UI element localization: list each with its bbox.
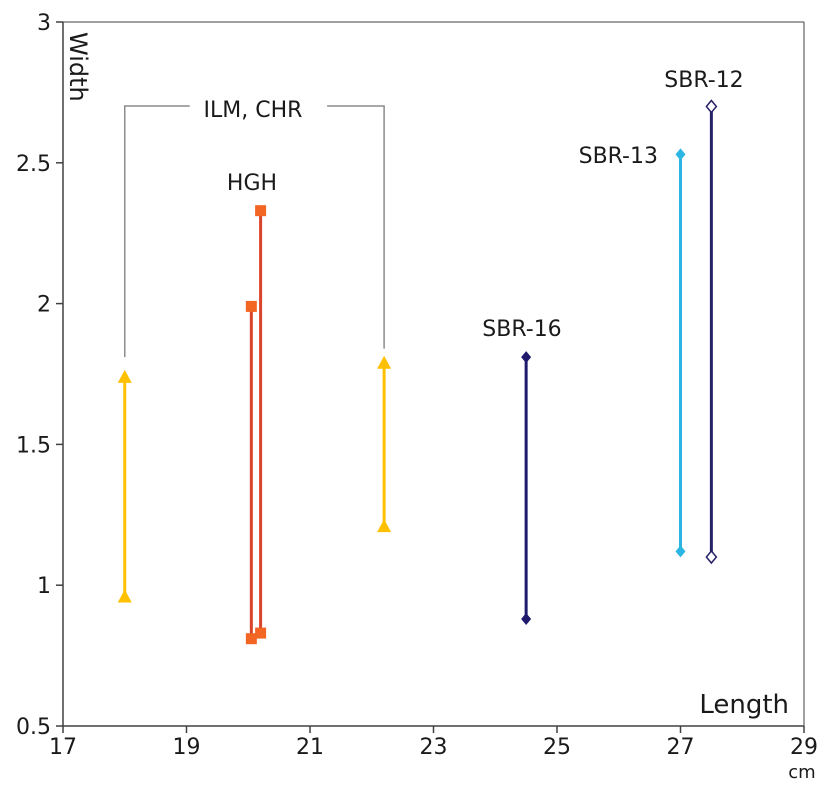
series-layer [117,99,718,645]
sbr-16-point [521,612,532,625]
sbr-13-label: SBR-13 [579,144,658,169]
y-axis-label: Width [64,32,92,102]
sbr-12-point [705,549,718,565]
bracket-layer [124,105,385,358]
x-tick-label: 17 [49,735,77,760]
ilm-chr-point [377,519,392,533]
x-tick-label: 27 [667,735,695,760]
sbr-16-point [521,351,532,364]
x-tick-label: 25 [543,735,571,760]
y-tick-label: 3 [37,11,51,36]
sbr-13-point [675,545,686,558]
ilm-chr-bracket-right [327,105,385,349]
y-tick-label: 1.5 [16,433,51,458]
x-tick-label: 23 [420,735,448,760]
x-axis-label: Length [699,690,789,720]
x-tick-label: 21 [296,735,324,760]
x-tick-label: 29 [790,735,818,760]
labels-layer: Width Length cm ILM, CHR HGH SBR-16 SBR-… [64,32,816,783]
hgh-point [245,300,257,312]
sbr-12-point [705,99,718,114]
x-axis-unit: cm [788,762,815,783]
hgh-point [245,633,257,645]
y-tick-label: 2.5 [16,152,51,177]
ilm-chr-bracket-left [124,105,190,358]
axes-layer: 17 19 21 23 25 27 29 0.5 1 1.5 2 2.5 3 [16,11,818,760]
hgh-label: HGH [227,171,277,196]
y-tick-label: 1 [37,574,51,599]
sbr-13-point [675,148,686,161]
x-tick-label: 19 [173,735,201,760]
y-tick-label: 0.5 [16,715,51,740]
hgh-point [255,205,267,217]
sbr-16-label: SBR-16 [482,317,561,342]
ilm-chr-label: ILM, CHR [204,98,303,123]
sbr-12-label: SBR-12 [664,68,743,93]
ilm-chr-point [377,355,392,369]
ilm-chr-point [117,589,132,603]
ilm-chr-point [117,369,132,383]
y-tick-label: 2 [37,293,51,318]
hgh-point [255,627,267,639]
